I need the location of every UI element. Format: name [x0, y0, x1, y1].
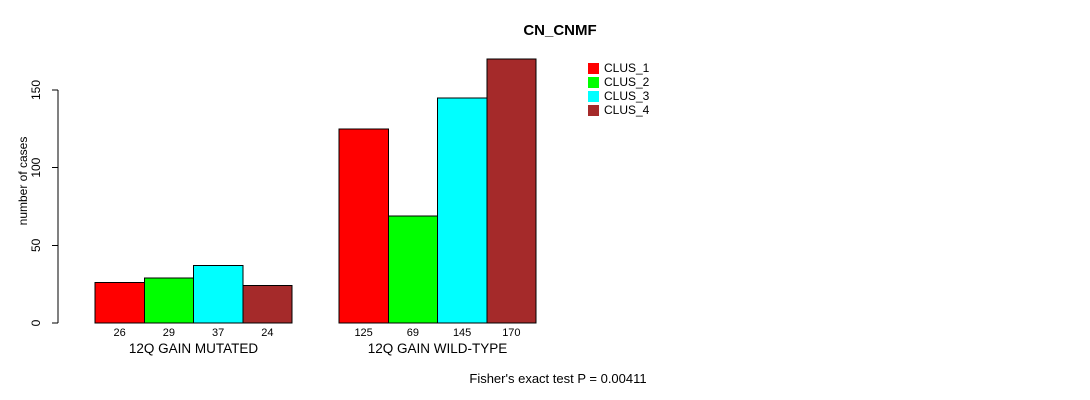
y-tick-label: 50	[29, 238, 43, 252]
legend-item-label: CLUS_2	[604, 75, 650, 89]
y-tick-label: 100	[29, 157, 43, 177]
bar-value-label: 24	[261, 327, 273, 339]
legend-item: CLUS_3	[588, 89, 649, 103]
legend-item: CLUS_1	[588, 61, 649, 75]
bar-clus_2-group2	[387, 215, 438, 324]
legend-item: CLUS_2	[588, 75, 649, 89]
legend-swatch-icon	[588, 90, 599, 102]
bar-value-label: 26	[114, 327, 126, 339]
legend-swatch-icon	[588, 76, 599, 88]
bar-value-label: 125	[354, 327, 372, 339]
chart-title: CN_CNMF	[523, 22, 597, 39]
bar-value-label: 145	[453, 327, 471, 339]
bar-clus_3-group1	[193, 265, 244, 324]
bar-value-label: 170	[502, 327, 520, 339]
y-tick-label: 150	[29, 80, 43, 100]
bar-clus_4-group1	[242, 285, 293, 324]
bar-clus_3-group2	[437, 97, 488, 324]
bar-value-label: 29	[163, 327, 175, 339]
bar-clus_1-group1	[94, 282, 145, 324]
legend-swatch-icon	[588, 62, 599, 74]
y-tick-label: 0	[29, 319, 43, 326]
bar-clus_1-group2	[338, 128, 389, 324]
legend: CLUS_1 CLUS_2 CLUS_3 CLUS_4	[588, 61, 649, 117]
legend-item: CLUS_4	[588, 103, 649, 117]
bar-value-label: 37	[212, 327, 224, 339]
bar-clus_4-group2	[486, 58, 537, 324]
legend-swatch-icon	[588, 104, 599, 116]
statistical-test-annotation: Fisher's exact test P = 0.00411	[469, 371, 647, 386]
legend-item-label: CLUS_4	[604, 103, 650, 117]
bar-value-label: 69	[407, 327, 419, 339]
bar-clus_2-group1	[143, 277, 194, 324]
legend-item-label: CLUS_1	[604, 61, 650, 75]
group-label: 12Q GAIN MUTATED	[129, 341, 259, 356]
legend-item-label: CLUS_3	[604, 89, 650, 103]
group-label: 12Q GAIN WILD-TYPE	[368, 341, 508, 356]
